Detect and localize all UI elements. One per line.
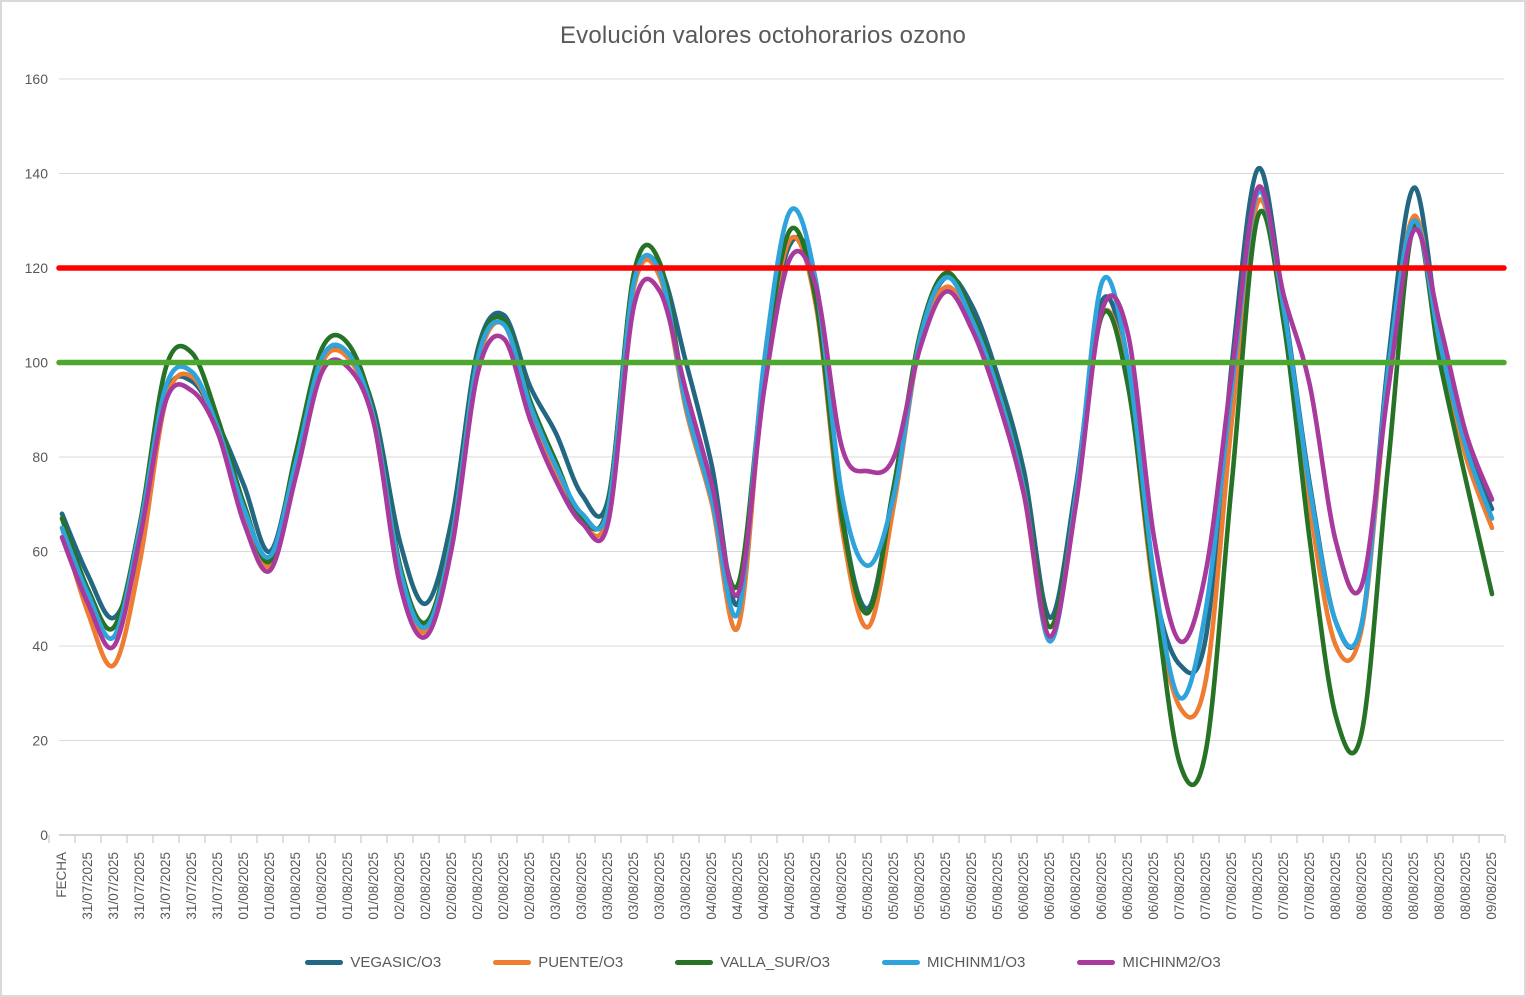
x-axis-label: 04/08/2025 (808, 852, 823, 920)
x-axis-label: 02/08/2025 (522, 852, 537, 920)
legend-item-michinm1-o3: MICHINM1/O3 (882, 954, 1025, 971)
x-axis-label: 01/08/2025 (288, 852, 303, 920)
legend-label: MICHINM2/O3 (1122, 954, 1221, 971)
x-axis-label: 07/08/2025 (1276, 852, 1291, 920)
x-axis-label: 31/07/2025 (132, 852, 147, 920)
legend-label: VALLA_SUR/O3 (720, 954, 830, 971)
x-axis-label: 05/08/2025 (886, 852, 901, 920)
x-axis-label: 04/08/2025 (730, 852, 745, 920)
y-axis-label-80: 80 (32, 449, 48, 465)
legend-line-swatch (1077, 960, 1116, 965)
x-axis-label: 03/08/2025 (652, 852, 667, 920)
legend-item-michinm2-o3: MICHINM2/O3 (1077, 954, 1221, 971)
legend-label: VEGASIC/O3 (350, 954, 442, 971)
x-axis-label: 31/07/2025 (210, 852, 225, 920)
x-axis-label: 06/08/2025 (1068, 852, 1083, 920)
legend-line-swatch (305, 960, 344, 965)
x-axis-label: 06/08/2025 (1094, 852, 1109, 920)
series-line-vegasic-o3 (59, 166, 1495, 676)
x-axis-label: 08/08/2025 (1458, 852, 1473, 920)
y-axis-label-140: 140 (25, 166, 49, 182)
x-axis-label: 02/08/2025 (418, 852, 433, 920)
x-axis-label: 01/08/2025 (262, 852, 277, 920)
legend-label: MICHINM1/O3 (927, 954, 1026, 971)
x-axis-label: 31/07/2025 (106, 852, 121, 920)
x-axis-label: 06/08/2025 (1042, 852, 1057, 920)
x-axis-label: 03/08/2025 (626, 852, 641, 920)
x-axis-label: 01/08/2025 (366, 852, 381, 920)
y-axis-label-160: 160 (25, 71, 49, 87)
legend-item-vegasic-o3: VEGASIC/O3 (305, 954, 441, 971)
legend-line-swatch (493, 960, 532, 965)
legend-line-swatch (675, 960, 714, 965)
x-axis-label: 06/08/2025 (1146, 852, 1161, 920)
x-axis-label: 01/08/2025 (236, 852, 251, 920)
x-axis-label: 02/08/2025 (444, 852, 459, 920)
x-axis-label: 04/08/2025 (834, 852, 849, 920)
x-axis-label: 08/08/2025 (1354, 852, 1369, 920)
series-line-michinm2-o3 (59, 184, 1495, 651)
y-axis-label-40: 40 (32, 638, 48, 654)
x-axis-label: 31/07/2025 (80, 852, 95, 920)
y-axis-label-20: 20 (32, 733, 48, 749)
x-axis-label: 02/08/2025 (496, 852, 511, 920)
x-axis-label: 04/08/2025 (782, 852, 797, 920)
legend-line-swatch (882, 960, 920, 965)
x-axis-label: 07/08/2025 (1198, 852, 1213, 920)
x-axis-label: 08/08/2025 (1380, 852, 1395, 920)
x-axis-label: 08/08/2025 (1432, 852, 1447, 920)
x-axis-label: 05/08/2025 (860, 852, 875, 920)
series-line-valla_sur-o3 (59, 208, 1495, 788)
x-axis-label: 31/07/2025 (184, 852, 199, 920)
x-axis-label: 03/08/2025 (574, 852, 589, 920)
x-axis-label: 08/08/2025 (1406, 852, 1421, 920)
x-axis-label: 02/08/2025 (470, 852, 485, 920)
x-axis-label: 07/08/2025 (1250, 852, 1265, 920)
x-axis-label: 07/08/2025 (1172, 852, 1187, 920)
y-axis-label-100: 100 (25, 355, 49, 371)
x-axis-label: 03/08/2025 (548, 852, 563, 920)
chart-legend: VEGASIC/O3 PUENTE/O3 VALLA_SUR/O3 MICHINM1/… (2, 954, 1524, 971)
legend-item-valla_sur-o3: VALLA_SUR/O3 (675, 954, 830, 971)
x-axis-label: 04/08/2025 (704, 852, 719, 920)
x-axis-label: 05/08/2025 (912, 852, 927, 920)
x-axis-label: 05/08/2025 (990, 852, 1005, 920)
x-axis-label: 06/08/2025 (1016, 852, 1031, 920)
x-axis-label: 01/08/2025 (340, 852, 355, 920)
x-axis-label: 31/07/2025 (158, 852, 173, 920)
x-axis-label: 07/08/2025 (1302, 852, 1317, 920)
x-axis-label: 05/08/2025 (964, 852, 979, 920)
x-axis-label: 06/08/2025 (1120, 852, 1135, 920)
legend-label: PUENTE/O3 (538, 954, 624, 971)
x-axis-label: 09/08/2025 (1484, 852, 1499, 920)
x-axis-label: 03/08/2025 (678, 852, 693, 920)
y-axis-label-0: 0 (40, 827, 48, 843)
y-axis-label-60: 60 (32, 544, 48, 560)
chart-title: Evolución valores octohorarios ozono (559, 22, 967, 49)
x-axis-label: 07/08/2025 (1224, 852, 1239, 920)
x-axis-label: 04/08/2025 (756, 852, 771, 920)
y-axis-label-120: 120 (25, 260, 49, 276)
legend-item-puente-o3: PUENTE/O3 (493, 954, 623, 971)
x-axis-label: 08/08/2025 (1328, 852, 1343, 920)
x-axis-label: 01/08/2025 (314, 852, 329, 920)
x-axis-header-label: FECHA (54, 852, 69, 898)
x-axis-label: 02/08/2025 (392, 852, 407, 920)
x-axis-label: 03/08/2025 (600, 852, 615, 920)
x-axis-label: 05/08/2025 (938, 852, 953, 920)
